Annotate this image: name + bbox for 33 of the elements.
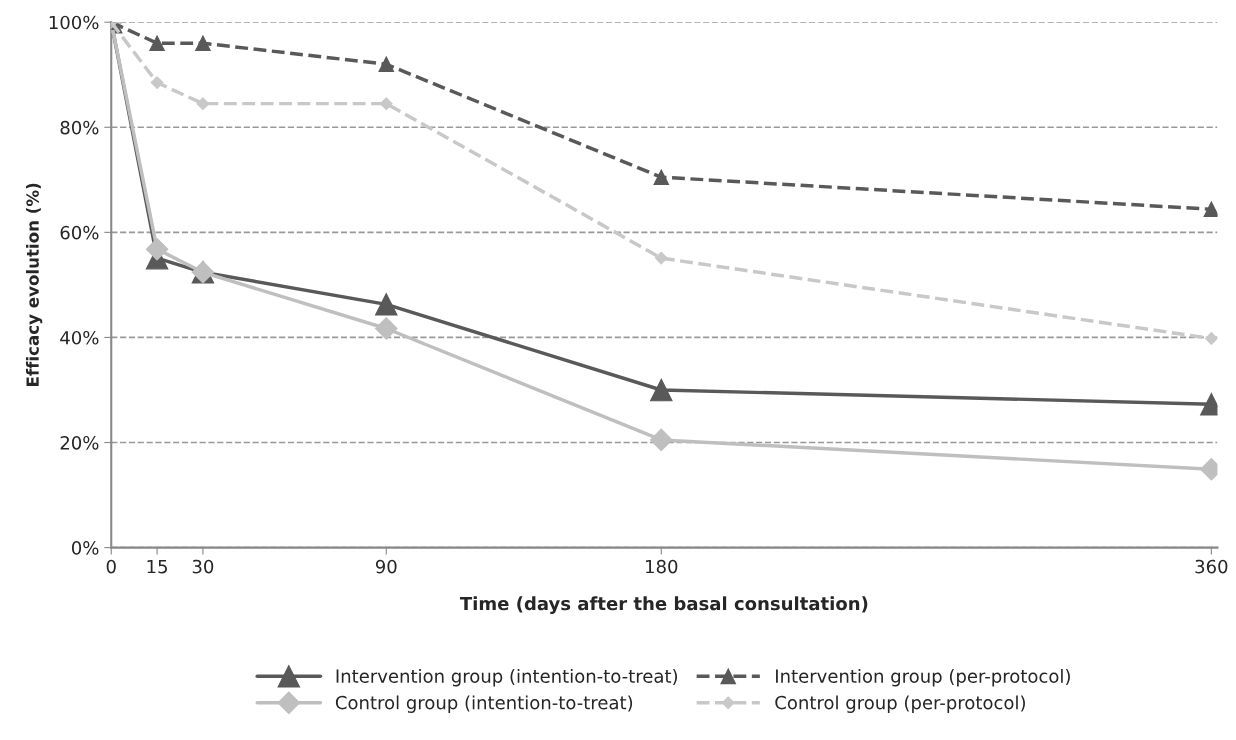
y-tick-label: 80%	[60, 120, 99, 135]
point	[195, 35, 211, 52]
point	[650, 378, 673, 402]
x-tick-label: 180	[646, 559, 678, 574]
point	[150, 76, 164, 90]
y-tick-label: 40%	[60, 330, 99, 345]
x-tick-label: 0	[106, 559, 116, 574]
y-axis-title: Efficacy evolution (%)	[26, 183, 43, 386]
point	[654, 251, 668, 265]
legend-label: Intervention group (intention-to-treat)	[336, 668, 678, 687]
y-tick-label: 20%	[60, 435, 99, 450]
x-tick-label: 90	[375, 559, 397, 574]
x-tick-label: 30	[192, 559, 214, 574]
y-tick-label: 0%	[71, 541, 99, 555]
point	[145, 237, 169, 261]
y-tick-label: 60%	[60, 225, 99, 240]
point	[653, 169, 670, 185]
point	[378, 56, 395, 73]
point	[374, 317, 398, 340]
point	[379, 97, 393, 111]
point	[649, 428, 673, 452]
point	[374, 293, 398, 316]
legend-label: Control group (intention-to-treat)	[335, 695, 633, 713]
x-axis-title: Time (days after the basal consultation)	[459, 596, 868, 614]
point	[1204, 332, 1218, 345]
point	[1203, 201, 1218, 218]
x-tick-label: 15	[147, 559, 167, 574]
y-tick-label: 100%	[49, 15, 99, 30]
point	[149, 35, 165, 52]
x-tick-label: 360	[1195, 559, 1228, 574]
legend-label: Intervention group (per-protocol)	[776, 668, 1070, 687]
legend-label: Control group (per-protocol)	[775, 695, 1025, 713]
point	[196, 97, 210, 111]
